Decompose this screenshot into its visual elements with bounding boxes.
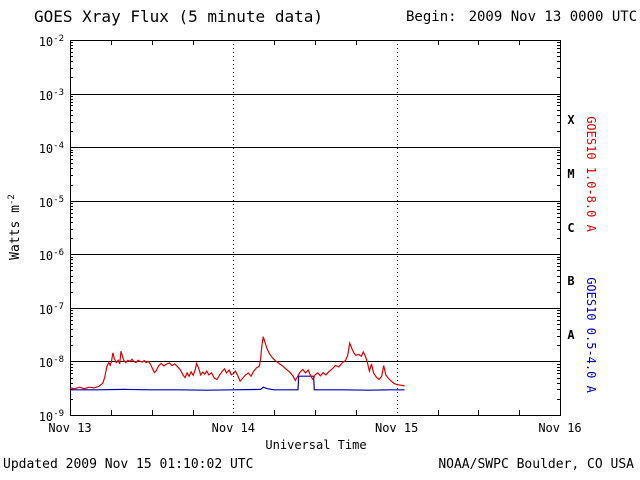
- begin-timestamp: Begin: 2009 Nov 13 0000 UTC: [406, 9, 637, 25]
- flare-class-label-m: M: [567, 166, 575, 181]
- flare-class-label-b: B: [567, 274, 575, 289]
- y-axis-title-text: Watts m: [8, 205, 24, 260]
- flare-class-label-a: A: [567, 327, 575, 342]
- source-attribution: NOAA/SWPC Boulder, CO USA: [438, 457, 634, 472]
- flux-line-long: [69, 336, 405, 390]
- flux-line-short: [70, 375, 405, 391]
- flare-class-label-x: X: [567, 113, 575, 128]
- begin-label: Begin:: [406, 9, 457, 25]
- y-tick-label-1e-6: 10-6: [38, 248, 64, 264]
- x-tick-label: Nov 16: [538, 421, 582, 435]
- y-tick-label-1e-7: 10-7: [38, 301, 64, 317]
- chart-title: GOES Xray Flux (5 minute data): [34, 7, 323, 26]
- y-tick-label-1e-8: 10-8: [38, 355, 64, 371]
- y-axis-title: Watts m-2: [7, 194, 23, 260]
- series-label-long: GOES10 1.0-8.0 A: [584, 116, 598, 232]
- y-tick-label-1e-4: 10-4: [38, 141, 64, 157]
- plot-border: [70, 40, 561, 416]
- x-tick-label: Nov 15: [374, 421, 419, 435]
- y-tick-label-1e-9: 10-9: [38, 409, 64, 424]
- y-tick-label-1e-5: 10-5: [38, 194, 64, 210]
- y-axis-title-exponent: -2: [6, 194, 17, 206]
- updated-timestamp: Updated 2009 Nov 15 01:10:02 UTC: [3, 457, 254, 472]
- y-tick-label-1e-3: 10-3: [38, 87, 64, 103]
- series-label-short: GOES10 0.5-4.0 A: [584, 276, 598, 393]
- y-tick-label-1e-2: 10-2: [38, 34, 64, 49]
- x-axis-title: Universal Time: [265, 438, 367, 452]
- begin-value: 2009 Nov 13 0000 UTC: [468, 9, 638, 25]
- flare-class-label-c: C: [567, 220, 575, 235]
- x-tick-label: Nov 13: [48, 421, 92, 435]
- x-tick-label: Nov 14: [211, 421, 255, 435]
